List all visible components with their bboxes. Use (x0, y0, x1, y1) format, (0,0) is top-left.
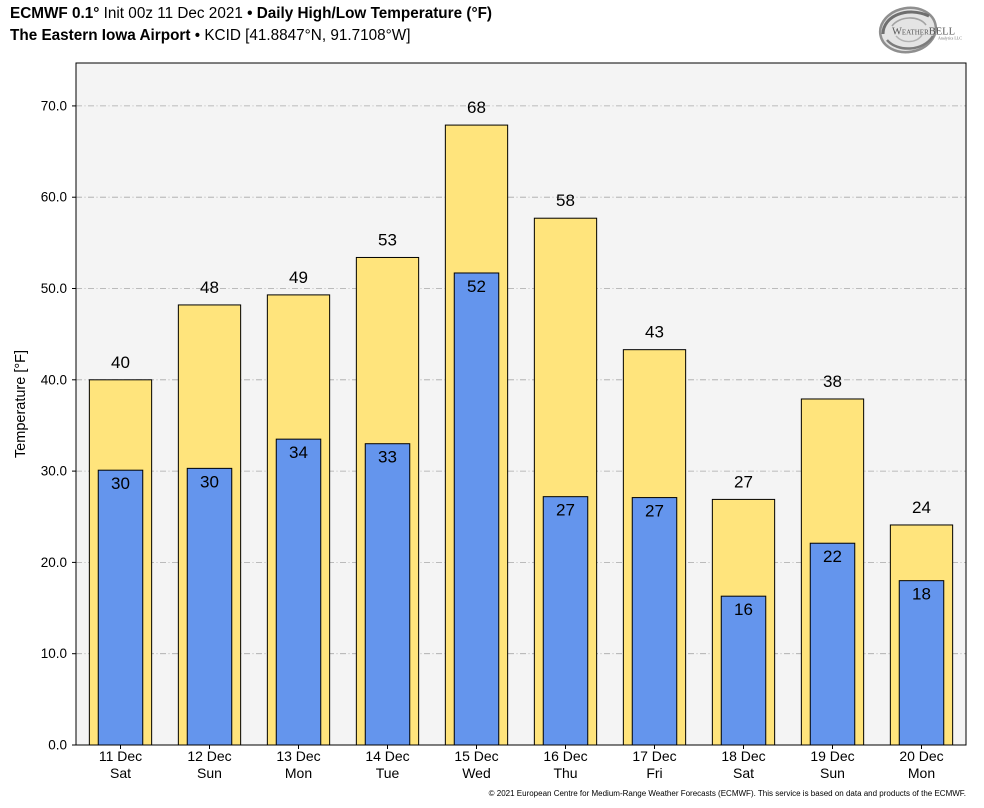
y-axis: 0.0 10.0 20.0 30.0 40.0 50.0 60.0 70.0 (41, 98, 76, 753)
plot-frame (75, 62, 967, 746)
logo-wordmark: WeatherBELL (892, 27, 955, 38)
model-label: ECMWF 0.1° (10, 5, 100, 22)
y-tick-label: 50.0 (41, 281, 67, 296)
high-temp-label: 43 (645, 323, 664, 342)
low-temp-label: 33 (378, 448, 397, 467)
x-tick-date: 11 Dec (99, 748, 142, 764)
y-tick-label: 60.0 (41, 190, 67, 205)
low-temp-bar (186, 467, 233, 746)
low-temp-label: 30 (200, 472, 219, 491)
high-temp-label: 24 (912, 498, 931, 517)
high-temp-label: 38 (823, 372, 842, 391)
chart-title: ECMWF 0.1° Init 00z 11 Dec 2021 • Daily … (10, 5, 492, 23)
y-tick-label: 30.0 (41, 464, 67, 479)
x-tick-label: 11 Dec Sat (99, 748, 142, 781)
low-temp-bar (898, 580, 945, 746)
low-temp-label: 27 (556, 501, 575, 520)
x-tick-date: 19 Dec (810, 748, 854, 764)
x-tick-day: Sat (110, 765, 131, 781)
weatherbell-logo-graphic: WeatherBELL Analytics LLC (878, 6, 962, 54)
high-temp-label: 68 (467, 98, 486, 117)
y-tick-label: 20.0 (41, 555, 67, 570)
low-temp-bar (809, 542, 856, 746)
low-temp-bar (631, 497, 678, 746)
high-temp-label: 49 (289, 268, 308, 287)
logo-swirl-icon (878, 6, 938, 54)
high-temp-label: 48 (200, 278, 219, 297)
high-temp-label: 40 (111, 353, 130, 372)
low-temp-label: 34 (289, 443, 308, 462)
high-temp-label: 27 (734, 472, 753, 491)
low-temp-label: 18 (912, 585, 931, 604)
x-tick-date: 14 Dec (365, 748, 409, 764)
x-tick-date: 18 Dec (721, 748, 765, 764)
x-tick-day: Tue (376, 765, 400, 781)
x-tick-day: Thu (553, 765, 577, 781)
y-tick-label: 40.0 (41, 372, 67, 387)
bars (88, 124, 954, 746)
y-tick-label: 70.0 (41, 98, 67, 113)
x-tick-label: 12 Dec Sun (187, 748, 231, 781)
x-tick-day: Mon (285, 765, 312, 781)
data-labels: 40 30 48 30 49 34 53 33 68 52 58 27 43 27 27 16 38 22 24 18 (111, 98, 931, 619)
x-tick-date: 12 Dec (187, 748, 231, 764)
y-tick-label: 0.0 (48, 738, 67, 753)
x-tick-day: Mon (908, 765, 935, 781)
low-temp-label: 27 (645, 502, 664, 521)
station-location: • KCID [41.8847°N, 91.7108°W] (194, 27, 411, 44)
x-tick-label: 13 Dec Mon (276, 748, 320, 781)
x-tick-date: 16 Dec (543, 748, 587, 764)
y-tick-label: 10.0 (41, 646, 67, 661)
x-tick-day: Sun (197, 765, 222, 781)
low-temp-label: 30 (111, 474, 130, 493)
low-temp-label: 22 (823, 547, 842, 566)
x-tick-label: 18 Dec Sat (721, 748, 765, 781)
low-temp-label: 52 (467, 277, 486, 296)
x-tick-label: 15 Dec Wed (454, 748, 498, 781)
x-tick-label: 16 Dec Thu (543, 748, 587, 781)
x-tick-label: 20 Dec Mon (899, 748, 943, 781)
low-temp-bar (364, 443, 411, 746)
x-tick-label: 14 Dec Tue (365, 748, 409, 781)
x-tick-day: Wed (462, 765, 491, 781)
x-tick-date: 17 Dec (632, 748, 676, 764)
x-tick-date: 13 Dec (276, 748, 320, 764)
station-title: The Eastern Iowa Airport • KCID [41.8847… (10, 27, 410, 45)
y-axis-label: Temperature [°F] (13, 350, 29, 458)
x-tick-date: 15 Dec (454, 748, 498, 764)
station-name: The Eastern Iowa Airport (10, 27, 191, 44)
x-tick-date: 20 Dec (899, 748, 943, 764)
x-tick-day: Sat (733, 765, 754, 781)
x-tick-label: 17 Dec Fri (632, 748, 676, 781)
low-temp-label: 16 (734, 600, 753, 619)
init-time: Init 00z 11 Dec 2021 (103, 5, 243, 22)
high-temp-label: 53 (378, 230, 397, 249)
logo-tagline: Analytics LLC (938, 36, 962, 41)
low-temp-bar (275, 438, 322, 746)
x-tick-day: Fri (646, 765, 662, 781)
low-temp-bar (97, 469, 144, 746)
low-temp-bar (542, 496, 589, 746)
high-temp-label: 58 (556, 191, 575, 210)
x-tick-day: Sun (820, 765, 845, 781)
product-title: • Daily High/Low Temperature (°F) (247, 5, 493, 22)
x-tick-label: 19 Dec Sun (810, 748, 854, 781)
weatherbell-logo: WeatherBELL Analytics LLC (877, 4, 969, 56)
low-temp-bar (453, 272, 500, 746)
copyright-notice: © 2021 European Centre for Medium-Range … (488, 789, 966, 798)
